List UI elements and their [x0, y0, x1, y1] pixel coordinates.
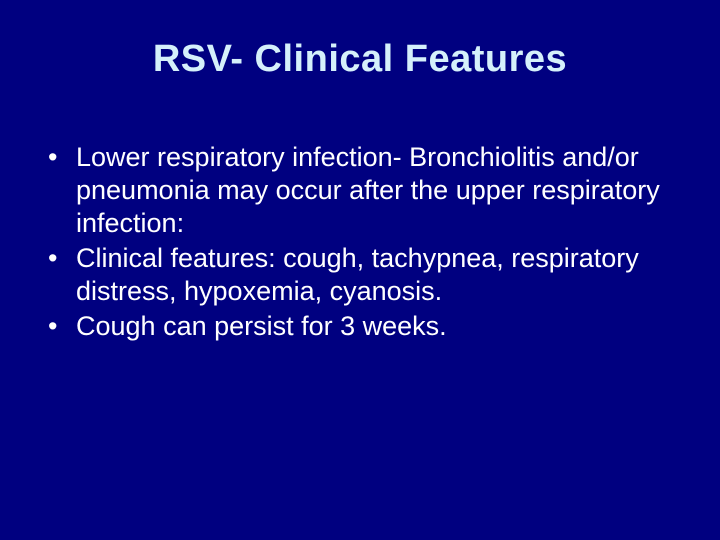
list-item: Lower respiratory infection- Bronchiolit… — [40, 141, 690, 240]
list-item: Clinical features: cough, tachypnea, res… — [40, 242, 690, 308]
list-item: Cough can persist for 3 weeks. — [40, 310, 690, 343]
bullet-list: Lower respiratory infection- Bronchiolit… — [30, 141, 690, 343]
slide: RSV- Clinical Features Lower respiratory… — [0, 0, 720, 540]
slide-title: RSV- Clinical Features — [30, 38, 690, 81]
